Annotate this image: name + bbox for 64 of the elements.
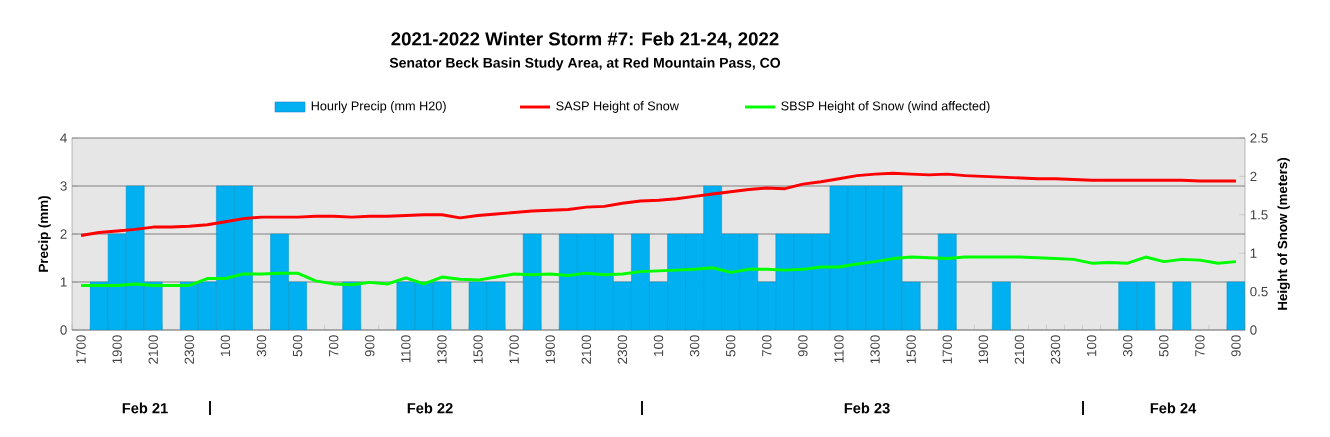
x-tick-label: 1700 — [509, 335, 519, 364]
text: Feb 21 — [122, 402, 168, 414]
text: | — [209, 401, 211, 415]
x-tick-label: 1100 — [401, 335, 411, 363]
y-tick-label: 3 — [60, 181, 67, 191]
text: Feb 23 — [844, 402, 890, 414]
chart-subtitle: Senator Beck Basin Study Area, at Red Mountain Pass, CO — [389, 57, 781, 71]
y-tick-label: 1 — [60, 277, 67, 287]
x-tick-label: 500 — [292, 335, 303, 357]
x-tick-label: 700 — [1195, 335, 1205, 357]
bar — [1172, 281, 1192, 330]
bar — [522, 233, 542, 330]
x-tick-label: 1900 — [545, 335, 555, 364]
x-tick-label: 300 — [1122, 335, 1133, 357]
x-tick-label: 1300 — [437, 335, 447, 364]
y2-tick-label: 0.5 — [1250, 286, 1268, 297]
bar — [937, 233, 957, 330]
y2-tick-label: 2 — [1250, 171, 1257, 182]
x-tick-label: 2100 — [581, 335, 592, 364]
x-tick-label: 1500 — [473, 335, 483, 364]
x-tick-label: 1500 — [906, 335, 916, 364]
y2-tick-label: 1.5 — [1250, 210, 1268, 220]
bar — [342, 281, 362, 330]
y2-axis-title: Height of Snow (meters) — [1277, 158, 1290, 310]
text: | — [1082, 401, 1084, 415]
legend-label: SASP Height of Snow — [556, 101, 679, 113]
x-tick-label: 2100 — [148, 335, 158, 364]
y2-tick-label: 1 — [1250, 248, 1257, 258]
x-tick-label: 1700 — [76, 335, 86, 364]
y-tick-label: 4 — [60, 133, 67, 143]
y-axis-title: Precip (mm) — [38, 196, 51, 272]
text: | — [641, 401, 643, 415]
legend-label: Hourly Precip (mm H20) — [311, 101, 446, 113]
x-tick-label: 2100 — [1014, 335, 1025, 364]
text: Feb 22 — [407, 402, 453, 414]
x-tick-label: 1900 — [112, 335, 122, 364]
x-tick-label: 700 — [328, 335, 339, 357]
text: Feb 24 — [1150, 402, 1197, 414]
x-tick-label: 500 — [725, 335, 736, 357]
x-tick-label: 100 — [1086, 335, 1097, 356]
x-tick-label: 100 — [220, 335, 231, 356]
x-tick-label: 1300 — [870, 335, 880, 364]
x-tick-label: 700 — [762, 335, 772, 357]
y2-tick-label: 2.5 — [1250, 133, 1268, 143]
x-tick-label: 300 — [689, 335, 700, 357]
x-tick-label: 100 — [653, 335, 664, 356]
y2-tick-label: 0 — [1250, 325, 1257, 335]
bar — [992, 281, 1011, 330]
x-tick-label: 900 — [1231, 335, 1241, 357]
y-tick-label: 2 — [60, 229, 67, 239]
x-tick-label: 2300 — [184, 335, 195, 364]
x-tick-label: 2300 — [1050, 335, 1061, 364]
x-tick-label: 1700 — [942, 335, 952, 364]
x-tick-label: 300 — [256, 335, 267, 357]
bar — [1226, 281, 1246, 330]
x-tick-label: 900 — [798, 335, 808, 357]
x-tick-label: 900 — [365, 335, 375, 357]
x-tick-label: 2300 — [617, 335, 628, 364]
x-tick-label: 1900 — [978, 335, 989, 364]
y-tick-label: 0 — [60, 325, 67, 335]
x-tick-label: 1100 — [834, 335, 844, 363]
legend-label: SBSP Height of Snow (wind affected) — [781, 101, 990, 113]
chart-title: 2021-2022 Winter Storm #7: Feb 21-24, 2022 — [391, 31, 779, 49]
x-tick-label: 500 — [1159, 335, 1169, 357]
